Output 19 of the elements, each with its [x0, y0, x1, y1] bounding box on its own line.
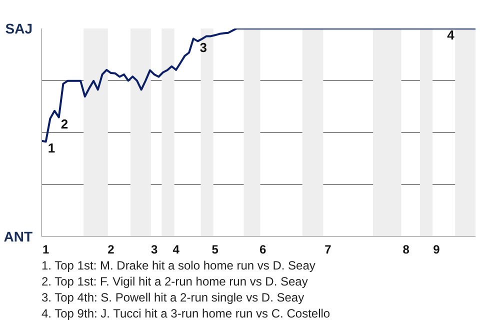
text: 1. Top 1st: M. Drake hit a solo home run vs D. Seay	[42, 258, 316, 272]
text: 2. Top 1st: F. Vigil hit a 2-run home run vs D. Seay	[42, 274, 308, 288]
x-tick-label: 6	[260, 242, 267, 256]
x-tick-label: 1	[42, 242, 50, 256]
x-tick-label: 7	[324, 242, 332, 256]
x-tick-label: 3	[151, 242, 158, 256]
x-tick-label: 2	[108, 242, 115, 256]
annotation: 1	[48, 140, 56, 156]
text: 4. Top 9th: J. Tucci hit a 3-run home run vs C. Costello	[42, 306, 330, 320]
annotation: 3	[200, 40, 207, 56]
x-tick-label: 5	[212, 242, 219, 256]
x-tick-label: 8	[402, 242, 410, 256]
annotation: 2	[60, 116, 68, 132]
text: 3. Top 4th: S. Powell hit a 2-run single vs D. Seay	[42, 290, 304, 304]
text: ANT	[4, 228, 33, 244]
text: SAJ	[5, 20, 32, 36]
x-tick-label: 9	[433, 242, 440, 256]
annotation: 4	[447, 28, 456, 42]
x-tick-label: 4	[172, 242, 180, 256]
